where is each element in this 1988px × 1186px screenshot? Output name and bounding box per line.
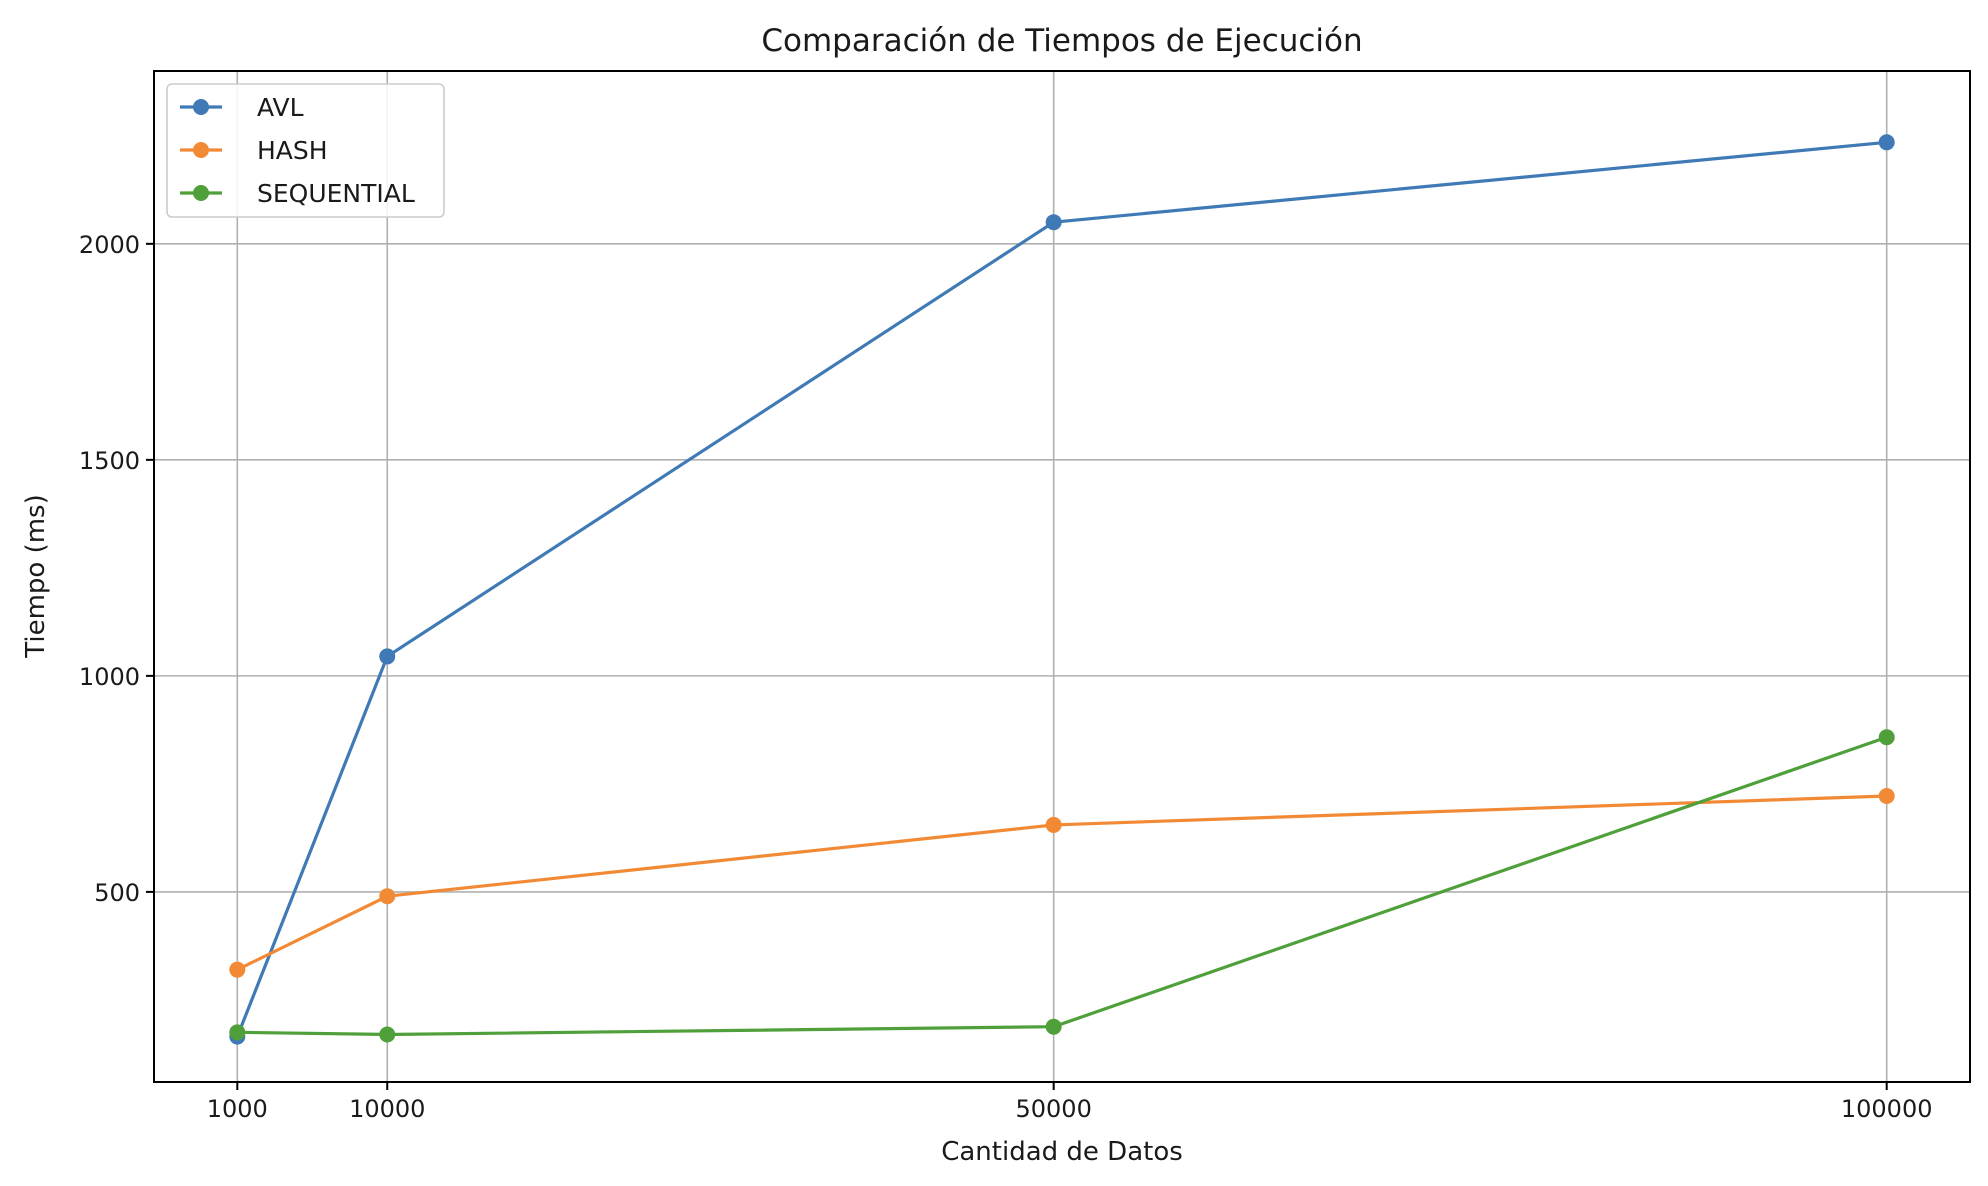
legend-label: SEQUENTIAL <box>257 179 415 208</box>
legend-item-avl: AVL <box>180 93 304 122</box>
x-tick-label: 1000 <box>207 1095 268 1123</box>
y-tick-label: 2000 <box>79 231 140 259</box>
series-line <box>235 140 1887 1038</box>
legend-marker <box>193 185 209 201</box>
legend-box <box>166 83 445 218</box>
series-sequential <box>229 729 1895 1043</box>
legend-label: HASH <box>257 136 328 165</box>
grid <box>154 71 1970 1082</box>
data-point <box>1878 134 1895 151</box>
x-axis-label: Cantidad de Datos <box>941 1137 1183 1167</box>
y-tick-label: 1500 <box>79 447 140 475</box>
ticks: 1000 10000 50000 100000 500 1000 1500 2000 <box>79 231 1933 1123</box>
legend-item-hash: HASH <box>180 136 328 165</box>
data-point <box>379 1026 396 1043</box>
data-point <box>229 1024 246 1041</box>
series-layer <box>229 134 1895 1045</box>
data-point <box>379 888 396 905</box>
legend-marker <box>193 99 209 115</box>
x-tick-label: 100000 <box>1841 1095 1933 1123</box>
data-point <box>1045 816 1062 833</box>
series-line <box>237 735 1888 1037</box>
y-tick-label: 1000 <box>79 663 140 691</box>
legend-item-sequential: SEQUENTIAL <box>180 179 415 208</box>
data-point <box>1045 1018 1062 1035</box>
series-line <box>236 794 1887 972</box>
plot-frame <box>153 70 1971 1083</box>
y-tick-label: 500 <box>94 879 140 907</box>
data-point <box>379 648 396 665</box>
y-axis-label: Tiempo (ms) <box>21 494 51 658</box>
x-tick-label: 10000 <box>349 1095 425 1123</box>
legend-marker <box>193 142 209 158</box>
data-point <box>1045 214 1062 231</box>
legend-label: AVL <box>257 93 304 122</box>
data-point <box>1878 787 1895 804</box>
data-point <box>1878 729 1895 746</box>
series-hash <box>229 787 1895 978</box>
chart-title: Comparación de Tiempos de Ejecución <box>761 23 1362 59</box>
legend: AVL HASH SEQUENTIAL <box>166 83 445 218</box>
data-point <box>229 961 246 978</box>
x-tick-label: 50000 <box>1015 1095 1091 1123</box>
